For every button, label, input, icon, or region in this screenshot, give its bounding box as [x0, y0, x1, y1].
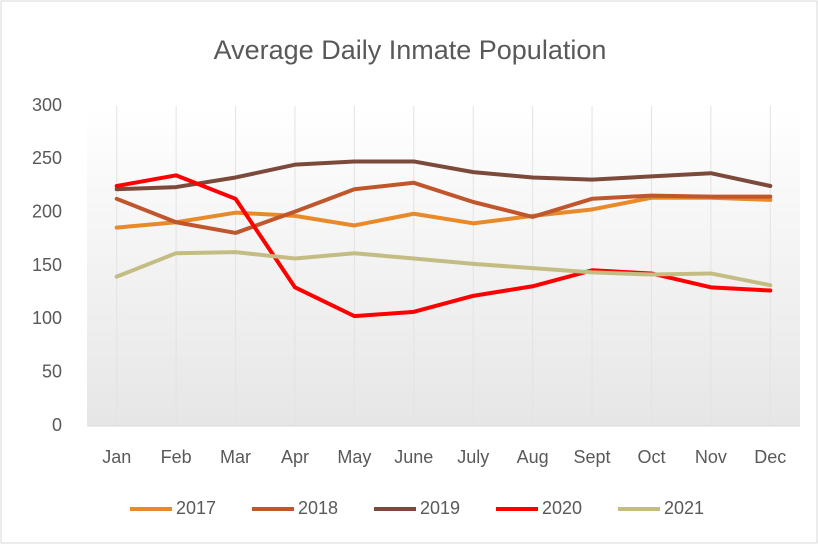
x-tick-label: May [337, 447, 371, 467]
x-tick-label: Apr [281, 447, 309, 467]
x-tick-label: Sept [574, 447, 611, 467]
plot-area [87, 106, 800, 426]
x-tick-label: Aug [517, 447, 549, 467]
y-tick-label: 250 [32, 148, 62, 168]
x-tick-label: Nov [695, 447, 727, 467]
y-tick-label: 100 [32, 308, 62, 328]
series-line [114, 159, 773, 192]
legend-label: 2021 [664, 498, 704, 518]
x-tick-label: June [394, 447, 433, 467]
chart-title: Average Daily Inmate Population [214, 35, 607, 65]
y-tick-label: 200 [32, 201, 62, 221]
series-line [114, 250, 773, 288]
legend-label: 2020 [542, 498, 582, 518]
legend-label: 2018 [298, 498, 338, 518]
series-line [114, 180, 773, 235]
y-tick-label: 50 [42, 361, 62, 381]
y-tick-label: 0 [52, 415, 62, 435]
y-tick-label: 150 [32, 255, 62, 275]
y-tick-label: 300 [32, 95, 62, 115]
legend-label: 2017 [176, 498, 216, 518]
x-tick-label: Mar [220, 447, 251, 467]
x-tick-label: Jan [102, 447, 131, 467]
x-tick-label: Dec [754, 447, 786, 467]
legend-label: 2019 [420, 498, 460, 518]
x-tick-label: Feb [161, 447, 192, 467]
x-tick-label: July [457, 447, 489, 467]
x-tick-label: Oct [637, 447, 665, 467]
